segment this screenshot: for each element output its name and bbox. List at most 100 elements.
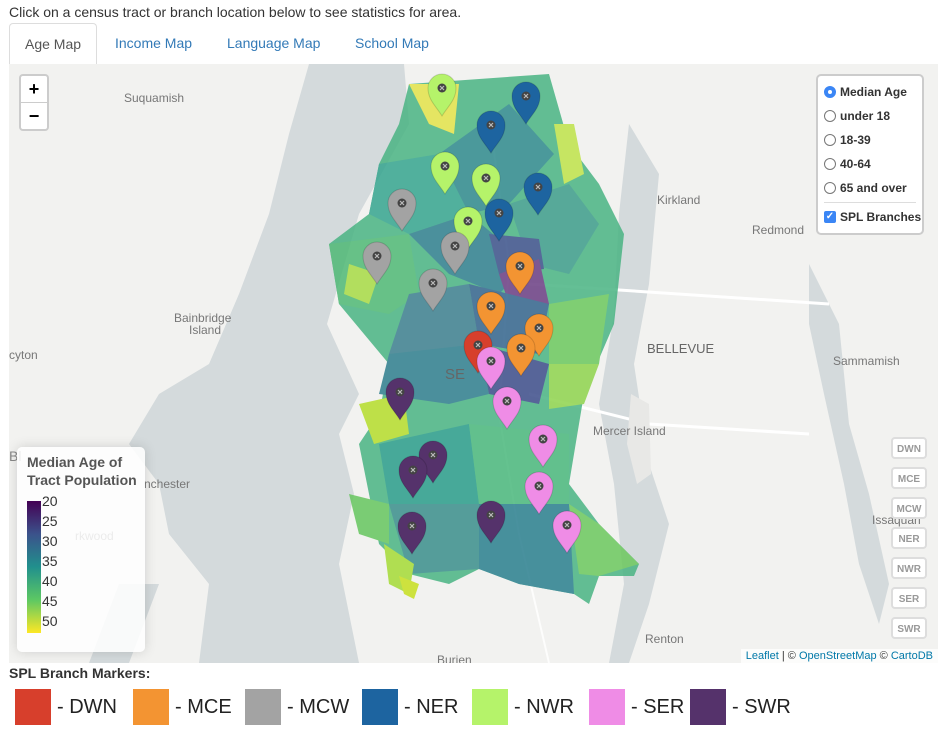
instruction-text: Click on a census tract or branch locati… xyxy=(9,4,462,20)
branch-swatch xyxy=(245,689,281,725)
branch-swatch xyxy=(690,689,726,725)
legend-tick: 30 xyxy=(42,533,58,549)
radio-icon[interactable] xyxy=(824,182,836,194)
label-manchester: nchester xyxy=(144,477,190,491)
branch-button-ner[interactable]: NER xyxy=(891,527,927,549)
branch-key-dwn: - DWN xyxy=(15,689,117,725)
label-kirkland: Kirkland xyxy=(657,193,700,207)
overlay-spl-branches[interactable]: ✓ SPL Branches xyxy=(824,210,922,224)
branch-marker-ser[interactable] xyxy=(492,386,522,430)
branch-swatch xyxy=(133,689,169,725)
branch-marker-mcw[interactable] xyxy=(418,268,448,312)
branch-marker-swr[interactable] xyxy=(398,455,428,499)
zoom-out-button[interactable]: − xyxy=(21,102,47,129)
layer-option-under-18[interactable]: under 18 xyxy=(824,104,916,128)
layer-option-18-39[interactable]: 18-39 xyxy=(824,128,916,152)
branch-marker-nwr[interactable] xyxy=(427,73,457,117)
branch-button-ser[interactable]: SER xyxy=(891,587,927,609)
branch-key-mce: - MCE xyxy=(133,689,232,725)
layer-option-40-64[interactable]: 40-64 xyxy=(824,152,916,176)
radio-icon[interactable] xyxy=(824,110,836,122)
label-sammamish: Sammamish xyxy=(833,354,900,368)
label-mercer-island: Mercer Island xyxy=(593,424,666,438)
basemap: Suquamish Kirkland Redmond Bainbridge Is… xyxy=(9,64,921,663)
puget-sound xyxy=(129,64,409,663)
tab-school-map[interactable]: School Map xyxy=(355,35,429,51)
branch-button-mce[interactable]: MCE xyxy=(891,467,927,489)
branch-marker-ser[interactable] xyxy=(524,471,554,515)
osm-link[interactable]: OpenStreetMap xyxy=(798,650,877,662)
tab-income-map[interactable]: Income Map xyxy=(115,35,193,51)
legend-tick: 50 xyxy=(42,613,58,629)
radio-icon[interactable] xyxy=(824,134,836,146)
branch-marker-swr[interactable] xyxy=(397,511,427,555)
label-seattle: SE xyxy=(445,366,465,383)
zoom-in-button[interactable]: + xyxy=(28,79,40,99)
map-tabs: Age Map Income Map Language Map School M… xyxy=(9,23,938,65)
lake-washington xyxy=(599,124,669,663)
branch-markers[interactable] xyxy=(362,73,582,555)
legend-tick: 25 xyxy=(42,513,58,529)
map-attribution: Leaflet | © OpenStreetMap © CartoDB xyxy=(740,649,938,663)
branch-key-swr: - SWR xyxy=(690,689,791,725)
branch-marker-mce[interactable] xyxy=(476,291,506,335)
branch-button-mcw[interactable]: MCW xyxy=(891,497,927,519)
branch-swatch xyxy=(472,689,508,725)
branch-marker-ner[interactable] xyxy=(476,110,506,154)
legend-title: Median Age of Tract Population xyxy=(27,454,137,488)
layers-control: Median Age under 18 18-39 40-64 65 and o… xyxy=(816,74,924,235)
radio-selected-icon[interactable] xyxy=(824,86,836,98)
branch-marker-mce[interactable] xyxy=(505,251,535,295)
label-bellevue: BELLEVUE xyxy=(647,341,715,356)
branch-swatch xyxy=(362,689,398,725)
branch-swatch xyxy=(589,689,625,725)
branch-key-ser: - SER xyxy=(589,689,684,725)
legend-tick: 40 xyxy=(42,573,58,589)
radio-icon[interactable] xyxy=(824,158,836,170)
branch-button-swr[interactable]: SWR xyxy=(891,617,927,639)
tab-language-map[interactable]: Language Map xyxy=(227,35,321,51)
legend-tick: 45 xyxy=(42,593,58,609)
legend-color-bar xyxy=(27,501,41,633)
branch-marker-swr[interactable] xyxy=(385,377,415,421)
branch-marker-ser[interactable] xyxy=(476,346,506,390)
legend-tick: 35 xyxy=(42,553,58,569)
branch-marker-ner[interactable] xyxy=(511,81,541,125)
lake-sammamish xyxy=(809,264,889,624)
label-bainbridge-2: Island xyxy=(189,323,221,337)
label-burien: Burien xyxy=(437,653,472,663)
layers-separator xyxy=(824,202,916,203)
label-suquamish: Suquamish xyxy=(124,91,184,105)
branch-marker-mcw[interactable] xyxy=(387,188,417,232)
branch-key-ner: - NER xyxy=(362,689,458,725)
leaflet-link[interactable]: Leaflet xyxy=(745,650,779,662)
label-cyton: cyton xyxy=(9,348,38,362)
branch-marker-ner[interactable] xyxy=(484,198,514,242)
branch-markers-title: SPL Branch Markers: xyxy=(9,665,151,681)
label-bainbridge-1: Bainbridge xyxy=(174,311,232,325)
branch-marker-nwr[interactable] xyxy=(430,151,460,195)
branch-marker-nwr[interactable] xyxy=(471,163,501,207)
branch-marker-ner[interactable] xyxy=(523,172,553,216)
layer-option-median-age[interactable]: Median Age xyxy=(824,80,916,104)
branch-button-nwr[interactable]: NWR xyxy=(891,557,927,579)
map-canvas[interactable]: Suquamish Kirkland Redmond Bainbridge Is… xyxy=(9,64,938,663)
branch-marker-mcw[interactable] xyxy=(440,231,470,275)
branch-marker-mcw[interactable] xyxy=(362,241,392,285)
branch-marker-ser[interactable] xyxy=(528,424,558,468)
label-renton: Renton xyxy=(645,632,684,646)
layer-option-65-over[interactable]: 65 and over xyxy=(824,176,916,200)
branch-key-mcw: - MCW xyxy=(245,689,349,725)
branch-marker-swr[interactable] xyxy=(476,500,506,544)
tab-age-map[interactable]: Age Map xyxy=(9,23,98,65)
branch-marker-mce[interactable] xyxy=(506,333,536,377)
mercer-island-land xyxy=(627,394,651,484)
branch-marker-ser[interactable] xyxy=(552,510,582,554)
branch-button-dwn[interactable]: DWN xyxy=(891,437,927,459)
cartodb-link[interactable]: CartoDB xyxy=(890,650,933,662)
label-redmond: Redmond xyxy=(752,223,804,237)
legend-tick: 20 xyxy=(42,493,58,509)
checkbox-checked-icon[interactable]: ✓ xyxy=(824,211,836,223)
branch-swatch xyxy=(15,689,51,725)
branch-key-nwr: - NWR xyxy=(472,689,574,725)
